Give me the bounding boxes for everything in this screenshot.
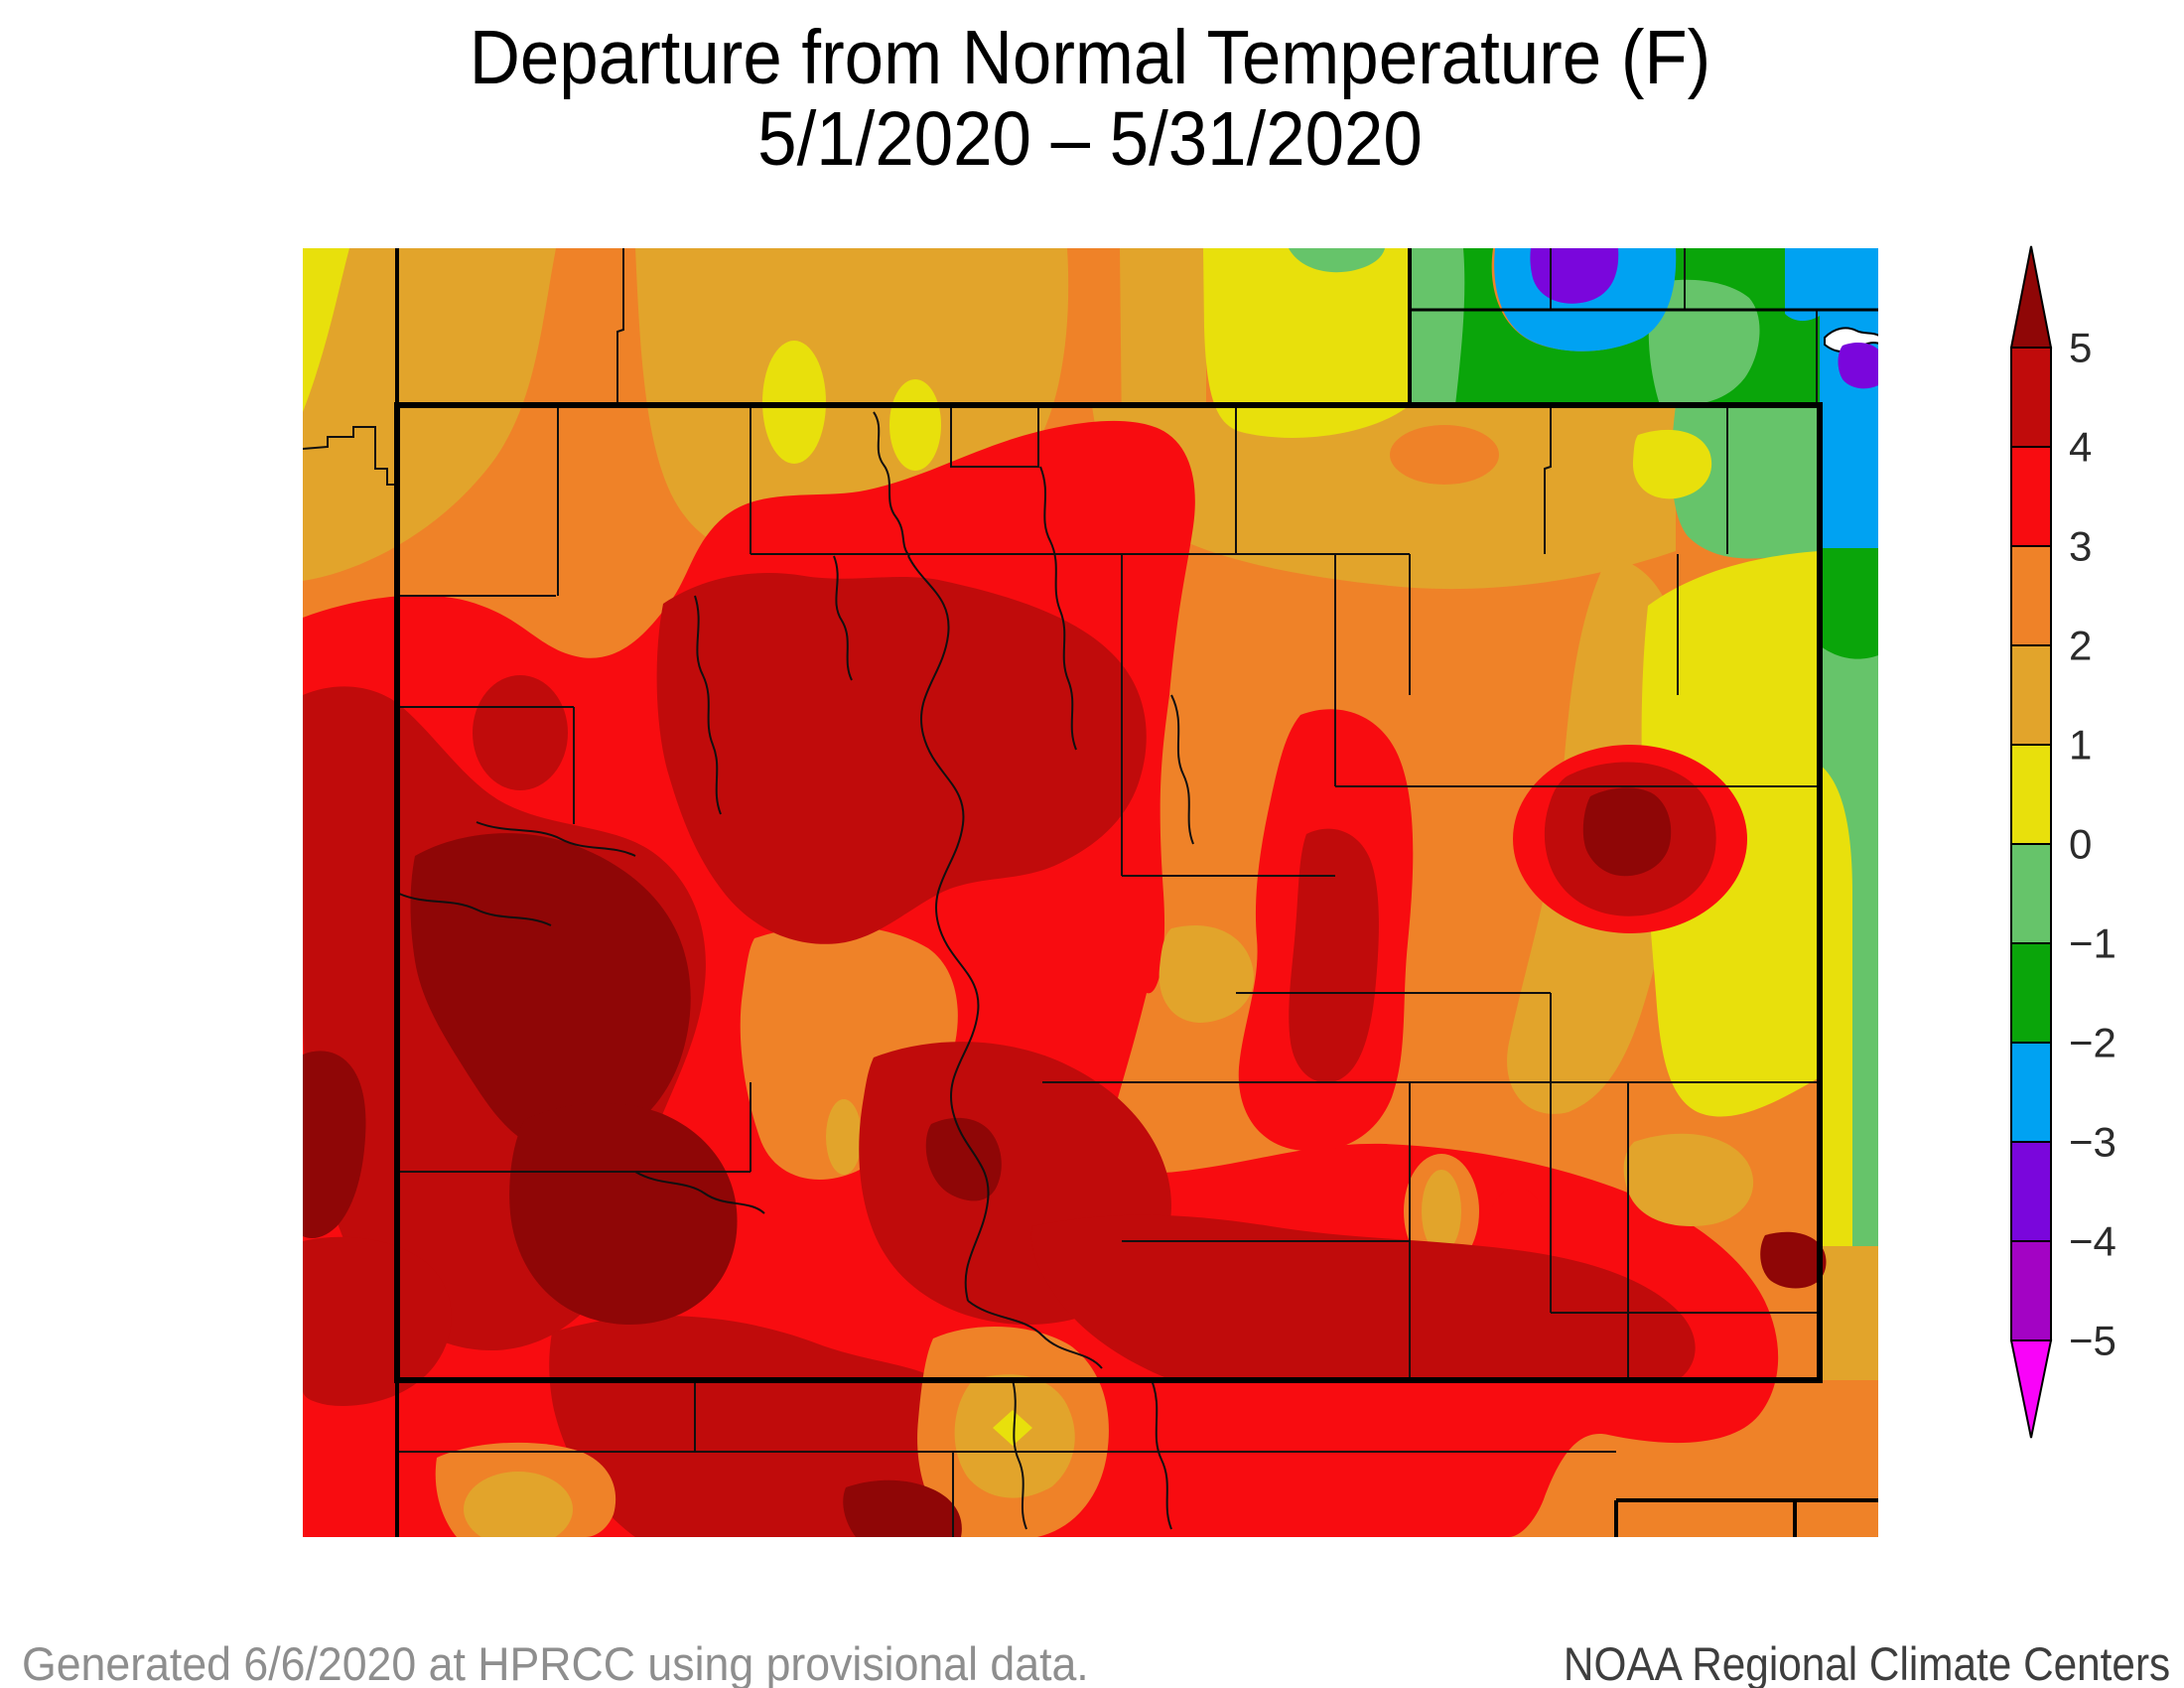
- contour-fill-layer: [303, 248, 1878, 1537]
- title-date-range: 5/1/2020 – 5/31/2020: [757, 96, 1423, 182]
- colorbar-segment: [2010, 1042, 2052, 1143]
- colorbar-legend: 5 4 3 2 1 0 −1 −2 −3 −4 −5: [2009, 245, 2116, 1439]
- colorbar-segment: [2010, 1240, 2052, 1341]
- colorbar-segment: [2010, 644, 2052, 746]
- noaa-credit: NOAA Regional Climate Centers: [1563, 1637, 2170, 1688]
- colorbar-segment: [2010, 843, 2052, 944]
- colorbar-segment: [2010, 1141, 2052, 1242]
- generated-note: Generated 6/6/2020 at HPRCC using provis…: [22, 1637, 1089, 1688]
- state-border-colorado: [394, 402, 1823, 1383]
- colorbar-below-arrow: [2009, 1339, 2053, 1439]
- colorbar-tick-label: −3: [2069, 1119, 2116, 1166]
- colorbar-segment: [2010, 744, 2052, 845]
- colorbar-tick-label: −5: [2069, 1318, 2116, 1364]
- colorbar-segments: [2009, 245, 2053, 1439]
- colorbar-tick-label: −4: [2069, 1218, 2116, 1265]
- colorbar-segment: [2010, 347, 2052, 448]
- colorbar-tick-label: 3: [2069, 523, 2092, 570]
- colorbar-tick-label: 1: [2069, 722, 2092, 769]
- colorbar-tick-label: 4: [2069, 424, 2092, 471]
- colorbar-segment: [2010, 545, 2052, 646]
- colorbar-tick-label: 5: [2069, 325, 2092, 371]
- colorbar-segment: [2010, 446, 2052, 547]
- neighbor-state-lines: [395, 248, 1878, 1537]
- colorbar-tick-label: 2: [2069, 623, 2092, 669]
- county-lines: [303, 248, 1820, 1537]
- colorbar-above-arrow: [2009, 245, 2053, 349]
- colorbar-tick-label: 0: [2069, 821, 2092, 868]
- colorbar-tick-label: −1: [2069, 920, 2116, 967]
- colorbar-tick-labels: 5 4 3 2 1 0 −1 −2 −3 −4 −5: [2069, 325, 2116, 1364]
- page-title: Departure from Normal Temperature (F): [469, 15, 1711, 100]
- colorbar-tick-label: −2: [2069, 1020, 2116, 1066]
- colorbar-segment: [2010, 942, 2052, 1044]
